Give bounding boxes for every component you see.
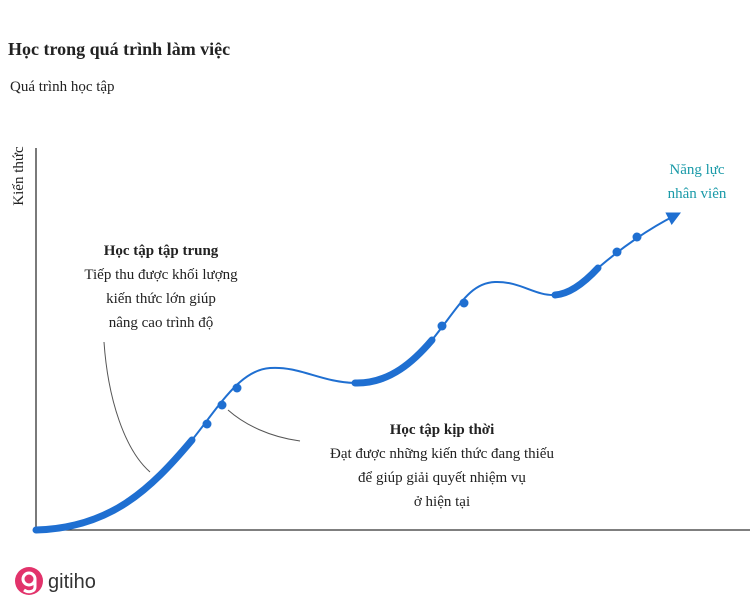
curve-dots <box>202 232 642 429</box>
annotation-line: kiến thức lớn giúp <box>106 291 216 307</box>
curve <box>32 212 682 534</box>
title: Học trong quá trình làm việc <box>8 39 230 59</box>
end-label: Năng lực <box>669 162 725 178</box>
y-axis-label: Kiến thức <box>11 146 27 206</box>
annotation-line: Tiếp thu được khối lượng <box>84 267 238 283</box>
leader-lines <box>103 341 301 473</box>
logo-text: gitiho <box>48 571 96 593</box>
annotation-line: nâng cao trình độ <box>109 315 214 331</box>
annotation-title: Học tập tập trung <box>104 243 219 259</box>
annotation-line: để giúp giải quyết nhiệm vụ <box>358 470 526 486</box>
end-label: nhân viên <box>668 186 727 202</box>
axes <box>35 148 750 531</box>
annotation-title: Học tập kịp thời <box>390 422 495 438</box>
annotation-line: Đạt được những kiến thức đang thiếu <box>330 446 554 462</box>
logo: gitiho <box>15 567 96 595</box>
subtitle: Quá trình học tập <box>10 79 115 95</box>
annotation-line: ở hiện tại <box>414 494 470 510</box>
